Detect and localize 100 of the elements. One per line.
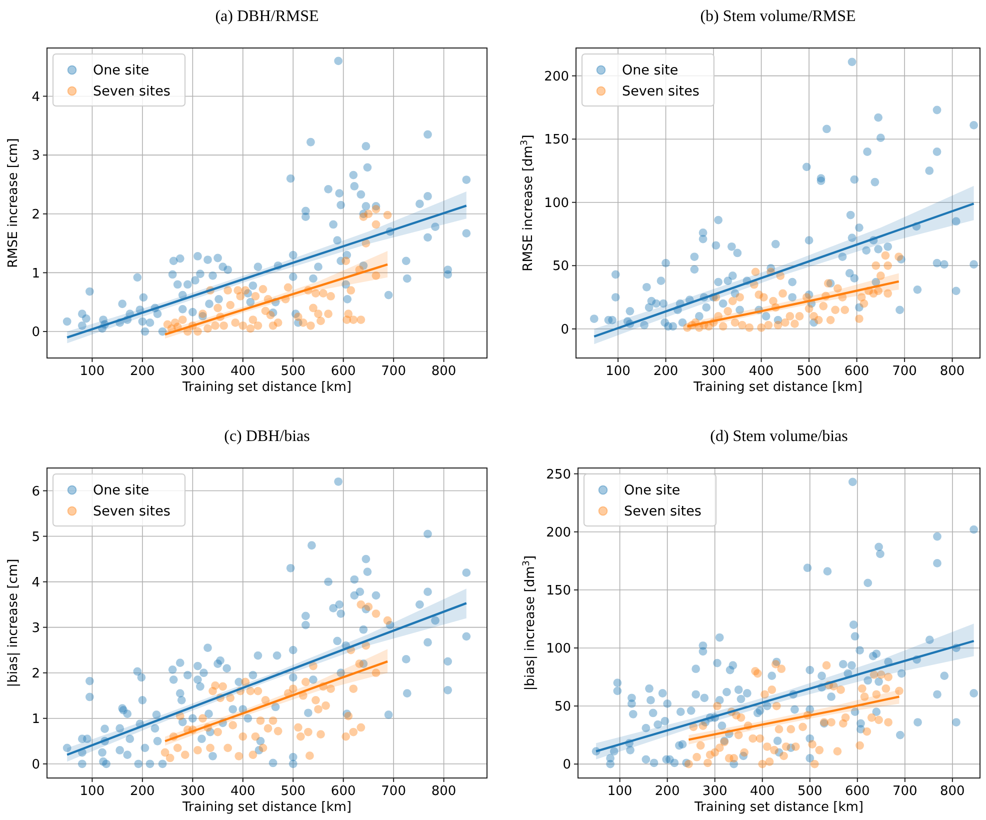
legend-label: One site [622,62,678,79]
point [778,289,787,298]
point [248,316,258,324]
legend-label: One site [624,482,680,499]
point [790,320,799,328]
point [728,296,737,306]
x-tick-label: 300 [180,784,206,799]
y-tick-label: 5 [32,530,40,545]
point [854,314,864,323]
chart-title: (c) DBH/bias [224,428,310,445]
point [764,320,773,330]
line-series [164,660,389,742]
point [251,292,260,300]
point [383,210,392,220]
point [356,316,366,324]
point [346,286,356,295]
legend-label: Seven sites [622,84,700,100]
x-tick-label: 700 [892,784,918,799]
x-axis-title: Training set distance [km] [694,800,864,815]
point [364,210,373,218]
y-axis-title: RMSE increase [cm] [6,138,21,268]
y-tick-label: 3 [32,620,40,636]
y-tick-label: 0 [562,758,571,773]
x-tick-label: 700 [892,364,917,379]
point [326,292,335,300]
point [840,306,850,314]
y-tick-label: 50 [552,259,569,274]
point [214,304,222,312]
y-tick-label: 0 [560,322,569,338]
point [780,318,790,327]
x-tick-label: 700 [381,784,406,799]
point [826,316,835,324]
x-tick-label: 500 [280,784,306,799]
point [344,310,353,318]
point [769,296,778,306]
x-tick-label: 600 [844,364,870,379]
chart-title: (a) DBH/RMSE [215,8,319,25]
point [231,318,240,327]
x-tick-label: 100 [80,364,105,379]
x-tick-label: 300 [180,364,206,379]
y-tick-label: 4 [32,575,40,590]
legend-label: Seven sites [624,504,702,520]
point [759,293,768,302]
x-tick-label: 100 [80,784,105,799]
point [198,310,207,318]
point [372,220,380,229]
point [246,324,255,333]
y-axis-title: |bias| increase [cm] [6,558,21,688]
x-tick-label: 800 [431,784,456,799]
x-tick-label: 100 [607,784,632,799]
point [757,323,766,332]
x-tick-label: 700 [381,364,406,379]
x-tick-label: 300 [701,364,726,379]
x-tick-label: 600 [844,784,870,799]
x-axis-title: Training set distance [km] [182,800,352,815]
legend-label: Seven sites [93,84,170,100]
point [306,321,315,330]
x-tick-label: 400 [230,364,256,379]
y-tick-label: 200 [546,525,571,540]
x-tick-label: 200 [130,364,155,379]
y-tick-label: 250 [546,467,571,482]
y-tick-label: 0 [32,757,40,772]
point [738,320,746,330]
point [786,312,794,320]
point [884,261,892,270]
point [294,312,302,322]
chart-title: (b) Stem volume/RMSE [700,8,856,25]
y-tick-label: 1 [32,712,40,727]
y-tick-label: 2 [32,666,40,682]
point [238,321,248,330]
point [309,304,318,312]
point [894,252,904,261]
point [236,292,245,300]
y-tick-label: 50 [554,700,571,715]
point [745,323,754,332]
point [372,204,380,214]
y-tick-label: 0 [32,325,40,340]
x-tick-label: 400 [748,364,774,379]
point [284,283,292,292]
point [316,316,325,326]
x-axis-title: Training set distance [km] [692,380,862,395]
point [178,316,187,324]
point [724,306,732,316]
point [298,318,308,327]
legend-label: One site [93,62,150,79]
point [824,279,832,288]
point [342,256,350,266]
x-tick-label: 100 [606,364,630,379]
legend-label: Seven sites [93,504,170,520]
point [736,293,744,302]
point [193,327,202,336]
point [718,322,728,331]
x-tick-label: 400 [750,784,775,799]
point [204,324,212,333]
y-tick-label: 100 [546,642,571,657]
x-tick-label: 800 [940,364,965,379]
y-tick-label: 4 [32,90,40,105]
x-tick-label: 500 [280,364,306,379]
point [220,321,228,330]
point [266,310,275,320]
